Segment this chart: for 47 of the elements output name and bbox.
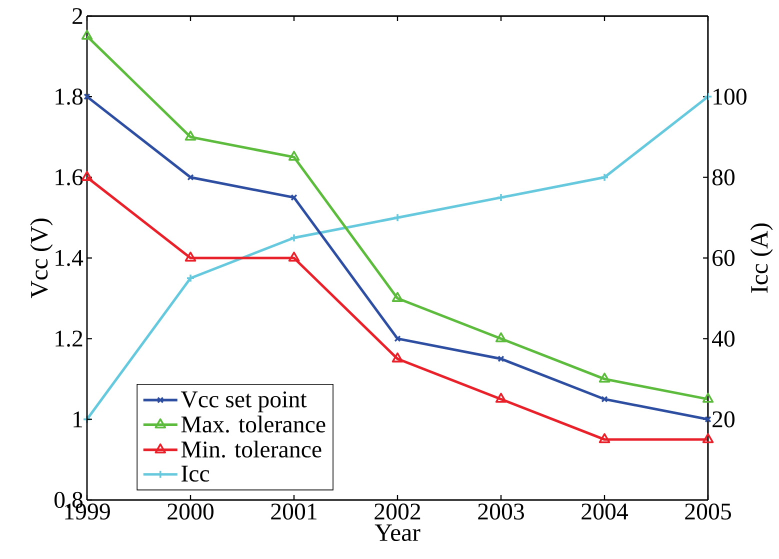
point bbox=[288, 150, 300, 161]
x-tick-label: 2001 bbox=[271, 504, 316, 520]
x-tick-label: 2003 bbox=[478, 504, 524, 520]
y2-tick-label: 100 bbox=[714, 88, 746, 105]
point bbox=[392, 352, 404, 362]
legend-label: Vcc set point bbox=[180, 391, 307, 412]
point bbox=[498, 355, 504, 362]
point bbox=[702, 433, 714, 444]
legend-label: Icc bbox=[182, 466, 210, 482]
x-tick-label: 2004 bbox=[582, 504, 628, 520]
y-tick-label: 1.8 bbox=[56, 88, 83, 105]
legend-label: Max. tolerance bbox=[181, 416, 326, 433]
y-axis-title: Vcc (V) bbox=[30, 218, 53, 298]
point bbox=[601, 396, 608, 403]
x-tick-label: 2002 bbox=[374, 504, 420, 520]
legend-label: Min. tolerance bbox=[181, 440, 322, 458]
point bbox=[598, 372, 610, 383]
point bbox=[290, 194, 298, 201]
point bbox=[186, 274, 195, 283]
x-axis-title: Year bbox=[374, 524, 420, 542]
y-tick-label: 1.2 bbox=[56, 330, 82, 347]
point bbox=[495, 332, 507, 342]
point bbox=[394, 335, 401, 342]
point bbox=[288, 252, 300, 262]
y2-tick-label: 20 bbox=[712, 411, 735, 428]
y-tick-label: 1 bbox=[74, 411, 82, 428]
point bbox=[393, 213, 402, 222]
y-tick-label: 1.6 bbox=[56, 169, 83, 186]
x-tick-label: 2005 bbox=[685, 504, 731, 520]
point bbox=[496, 193, 506, 202]
y2-tick-label: 60 bbox=[712, 250, 735, 266]
point bbox=[702, 392, 714, 403]
point bbox=[600, 172, 609, 182]
point bbox=[392, 292, 404, 302]
y2-tick-label: 80 bbox=[712, 169, 735, 186]
y2-axis-title: Icc (A) bbox=[750, 224, 773, 293]
point bbox=[598, 433, 610, 444]
point bbox=[187, 174, 194, 181]
point bbox=[495, 392, 507, 403]
y-tick-label: 2 bbox=[72, 8, 82, 24]
y-tick-label: 1.4 bbox=[56, 250, 84, 266]
point bbox=[81, 30, 93, 40]
point bbox=[184, 130, 196, 141]
x-tick-label: 2000 bbox=[168, 504, 214, 520]
y2-tick-label: 40 bbox=[712, 330, 735, 347]
point bbox=[290, 233, 298, 242]
point bbox=[184, 252, 196, 262]
